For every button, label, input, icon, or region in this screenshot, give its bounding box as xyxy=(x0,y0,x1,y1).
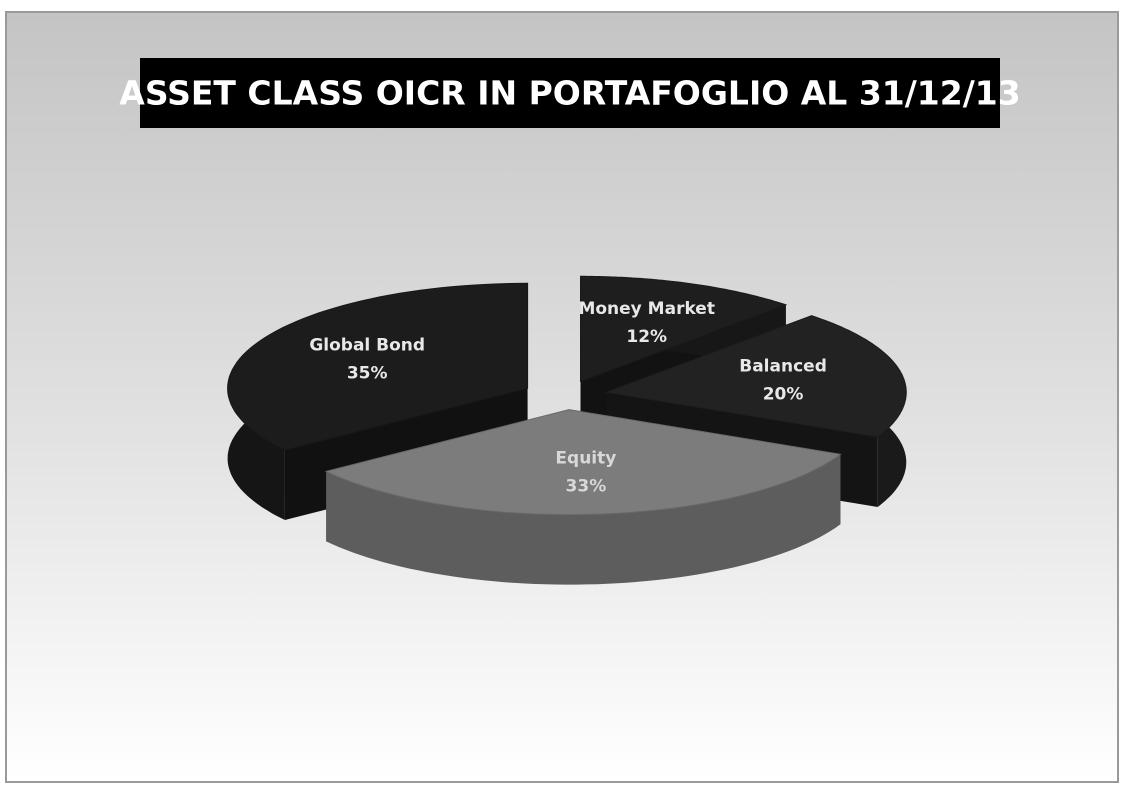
slice-side xyxy=(326,454,841,585)
data-label-value: 20% xyxy=(763,384,804,404)
data-label-category: Balanced xyxy=(739,356,827,376)
chart-title: ASSET CLASS OICR IN PORTAFOGLIO AL 31/12… xyxy=(119,74,1020,113)
chart-background xyxy=(5,11,1119,783)
slice xyxy=(324,409,842,585)
data-label-category: Equity xyxy=(555,448,616,468)
slice-top xyxy=(324,409,842,516)
slice-top xyxy=(227,282,529,451)
slice-top xyxy=(604,315,907,438)
data-label-value: 33% xyxy=(566,476,607,496)
data-label-value: 12% xyxy=(626,327,667,347)
title-box xyxy=(140,58,1000,128)
data-label-category: Money Market xyxy=(578,299,715,319)
slice-top xyxy=(580,275,788,383)
data-label-value: 35% xyxy=(347,364,388,384)
data-label-category: Global Bond xyxy=(309,336,425,356)
